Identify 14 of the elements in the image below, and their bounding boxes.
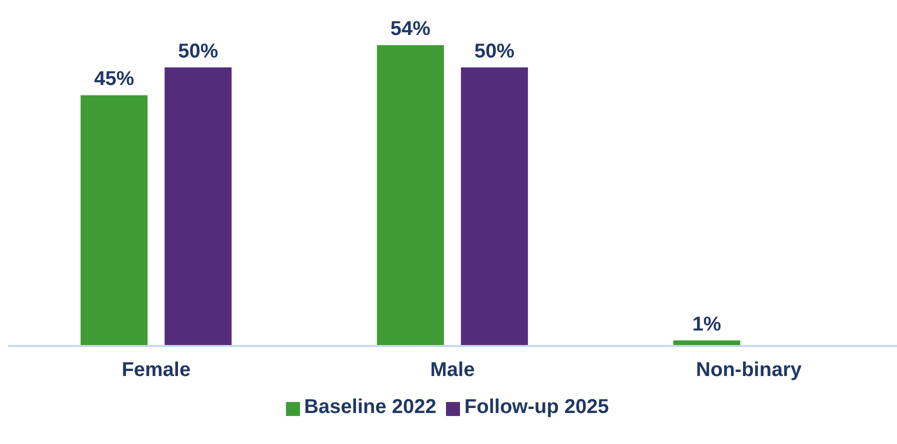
bar (460, 67, 528, 346)
x-tick-label: Female (122, 359, 191, 382)
data-label: 54% (390, 18, 431, 40)
x-tick-label: Male (430, 359, 475, 382)
data-label: 1% (692, 313, 722, 336)
bar (80, 95, 148, 346)
data-label: 50% (178, 40, 218, 62)
bar (376, 45, 444, 346)
bar (164, 67, 232, 346)
x-tick-label: Non-binary (696, 359, 802, 382)
legend-label: Baseline 2022 (304, 396, 436, 418)
legend-label: Follow-up 2025 (464, 396, 609, 418)
data-label: 45% (94, 68, 134, 90)
data-label: 50% (474, 40, 515, 62)
